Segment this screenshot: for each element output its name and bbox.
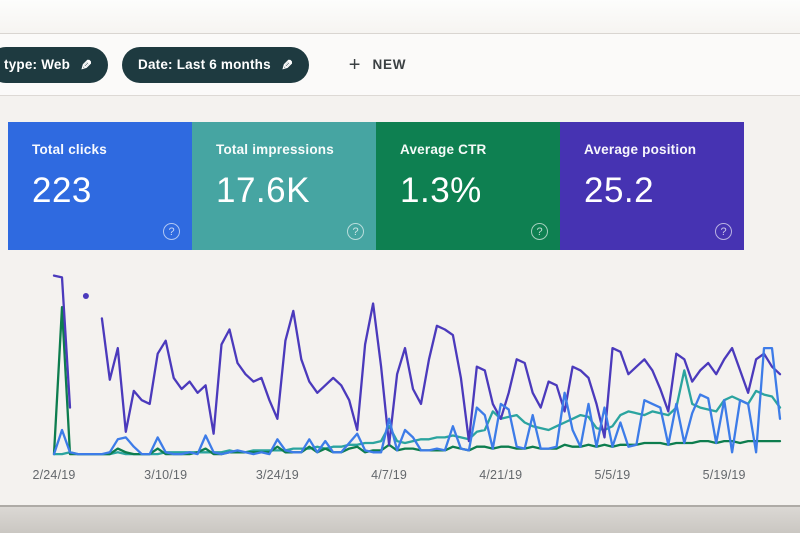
metric-card-average-ctr[interactable]: Average CTR 1.3%: [376, 122, 560, 250]
x-axis-label: 4/21/19: [479, 468, 523, 482]
metric-card-label: Average position: [584, 142, 697, 157]
new-filter-button-label: NEW: [372, 57, 407, 72]
help-icon[interactable]: [715, 223, 732, 240]
filter-chip-search-type[interactable]: type: Web: [0, 46, 108, 83]
x-axis: 2/24/19 3/10/19 3/24/19 4/7/19 4/21/19 5…: [32, 466, 788, 488]
help-icon[interactable]: [347, 223, 364, 240]
plus-icon: [349, 55, 361, 75]
new-filter-button[interactable]: NEW: [339, 49, 417, 81]
metric-card-label: Total impressions: [216, 142, 334, 157]
filter-bar: type: Web Date: Last 6 months NEW: [0, 34, 800, 96]
x-axis-label: 2/24/19: [32, 468, 76, 482]
help-icon[interactable]: [531, 223, 548, 240]
metric-card-label: Total clicks: [32, 142, 107, 157]
metric-card-label: Average CTR: [400, 142, 487, 157]
performance-chart: 2/24/19 3/10/19 3/24/19 4/7/19 4/21/19 5…: [0, 266, 800, 488]
metric-card-total-clicks[interactable]: Total clicks 223: [8, 122, 192, 250]
x-axis-label: 5/19/19: [702, 468, 746, 482]
metric-cards-row: Total clicks 223 Total impressions 17.6K…: [8, 122, 744, 250]
window-top-strip: [0, 0, 800, 34]
filter-chip-date-range[interactable]: Date: Last 6 months: [122, 46, 309, 83]
metric-card-value: 223: [32, 171, 92, 210]
metric-card-average-position[interactable]: Average position 25.2: [560, 122, 744, 250]
window-bottom-strip: [0, 505, 800, 533]
filter-chip-label: Date: Last 6 months: [138, 57, 271, 72]
x-axis-label: 3/10/19: [144, 468, 188, 482]
pencil-icon: [281, 58, 293, 72]
metric-card-total-impressions[interactable]: Total impressions 17.6K: [192, 122, 376, 250]
pencil-icon: [80, 58, 92, 72]
metric-card-value: 1.3%: [400, 171, 482, 210]
x-axis-label: 5/5/19: [594, 468, 631, 482]
metric-card-value: 17.6K: [216, 171, 310, 210]
x-axis-label: 4/7/19: [371, 468, 408, 482]
help-icon[interactable]: [163, 223, 180, 240]
chart-canvas[interactable]: [48, 266, 788, 462]
filter-chip-label: type: Web: [4, 57, 71, 72]
x-axis-label: 3/24/19: [255, 468, 299, 482]
metric-card-value: 25.2: [584, 171, 655, 210]
